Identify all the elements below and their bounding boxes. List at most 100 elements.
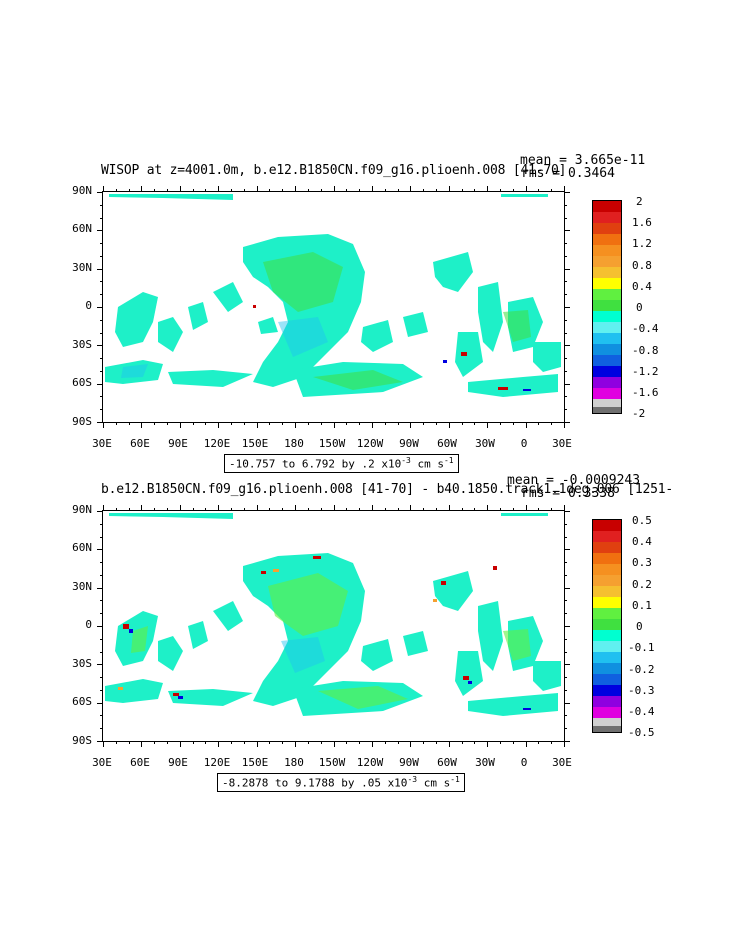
rms-label: rms = 0.3338 bbox=[521, 486, 615, 501]
axis-tick bbox=[100, 294, 103, 296]
range-units-exponent: -1 bbox=[450, 775, 460, 784]
colorbar-swatch bbox=[593, 553, 621, 564]
axis-tick bbox=[141, 505, 143, 511]
axis-tick bbox=[538, 189, 540, 192]
lat-label: 90S bbox=[72, 734, 92, 747]
colorbar-swatch bbox=[593, 289, 621, 300]
axis-tick bbox=[97, 741, 103, 742]
axis-tick bbox=[551, 508, 553, 511]
axis-tick bbox=[564, 422, 570, 423]
colorbar-label: -0.1 bbox=[628, 641, 655, 654]
axis-tick bbox=[512, 189, 514, 192]
mean-label: mean = -0.0009243 bbox=[507, 473, 641, 488]
axis-tick bbox=[231, 189, 233, 192]
axis-tick bbox=[100, 728, 103, 730]
axis-tick bbox=[474, 741, 476, 744]
axis-tick bbox=[564, 383, 570, 385]
axis-tick bbox=[154, 422, 156, 425]
axis-tick bbox=[448, 186, 450, 192]
axis-tick bbox=[359, 741, 361, 744]
colorbar-label: -0.8 bbox=[632, 344, 659, 357]
axis-tick bbox=[474, 508, 476, 511]
colorbar-label: 1.2 bbox=[632, 237, 652, 250]
axis-tick bbox=[564, 307, 570, 308]
axis-tick bbox=[243, 741, 245, 744]
axis-tick bbox=[525, 186, 527, 192]
colorbar-label: 0.2 bbox=[632, 578, 652, 591]
axis-tick bbox=[564, 217, 567, 219]
colorbar-swatch bbox=[593, 619, 621, 630]
axis-tick bbox=[564, 523, 567, 525]
colorbar-label: -0.4 bbox=[628, 705, 655, 718]
colorbar-swatch bbox=[593, 256, 621, 267]
axis-tick bbox=[100, 536, 103, 538]
axis-tick bbox=[256, 422, 258, 428]
colorbar-swatch bbox=[593, 300, 621, 311]
contour-range-box: -10.757 to 6.792 by .2 x10-3 cm s-1 bbox=[224, 454, 459, 473]
colorbar-swatch bbox=[593, 388, 621, 399]
axis-tick bbox=[333, 505, 335, 511]
lon-label: 30E bbox=[552, 756, 572, 769]
colorbar-label: 0.1 bbox=[632, 599, 652, 612]
colorbar-label: -0.4 bbox=[632, 322, 659, 335]
axis-tick bbox=[564, 192, 570, 193]
axis-tick bbox=[564, 664, 570, 666]
axis-tick bbox=[410, 741, 412, 747]
axis-tick bbox=[487, 422, 489, 428]
colorbar-swatch bbox=[593, 674, 621, 685]
colorbar-swatch bbox=[593, 707, 621, 718]
axis-tick bbox=[231, 422, 233, 425]
colorbar-swatch bbox=[593, 311, 621, 322]
lat-label: 0 bbox=[85, 299, 92, 312]
lon-label: 0 bbox=[520, 756, 528, 769]
axis-tick bbox=[128, 508, 130, 511]
map-field bbox=[105, 513, 561, 716]
axis-tick bbox=[320, 508, 322, 511]
axis-tick bbox=[192, 189, 194, 192]
axis-tick bbox=[100, 523, 103, 525]
lon-label: 150W bbox=[318, 437, 346, 450]
axis-tick bbox=[423, 508, 425, 511]
axis-tick bbox=[100, 574, 103, 576]
lat-label: 60N bbox=[72, 222, 92, 235]
axis-tick bbox=[564, 243, 567, 245]
axis-tick bbox=[205, 508, 207, 511]
axis-tick bbox=[218, 422, 220, 428]
axis-tick bbox=[564, 294, 567, 296]
axis-tick bbox=[346, 508, 348, 511]
axis-tick bbox=[97, 587, 103, 589]
colorbar-swatch bbox=[593, 663, 621, 674]
axis-tick bbox=[100, 689, 103, 691]
lat-label: 30S bbox=[72, 338, 92, 351]
axis-tick bbox=[154, 189, 156, 192]
axis-tick bbox=[115, 189, 117, 192]
colorbar-swatch bbox=[593, 520, 621, 531]
axis-tick bbox=[487, 186, 489, 192]
axis-tick bbox=[269, 741, 271, 744]
axis-tick bbox=[435, 508, 437, 511]
colorbar-swatch bbox=[593, 685, 621, 696]
axis-tick bbox=[564, 396, 567, 398]
axis-tick bbox=[97, 702, 103, 704]
lon-label: 90W bbox=[399, 756, 419, 769]
axis-tick bbox=[97, 307, 103, 308]
range-exponent: -3 bbox=[407, 775, 418, 784]
axis-tick bbox=[564, 422, 565, 428]
colorbar-swatch bbox=[593, 597, 621, 608]
colorbar bbox=[592, 200, 622, 414]
axis-tick bbox=[564, 741, 565, 747]
axis-tick bbox=[100, 370, 103, 372]
axis-tick bbox=[205, 422, 207, 425]
axis-tick bbox=[564, 728, 567, 730]
axis-tick bbox=[100, 319, 103, 321]
colorbar-swatch bbox=[593, 377, 621, 388]
axis-tick bbox=[448, 422, 450, 428]
axis-tick bbox=[564, 677, 567, 679]
axis-tick bbox=[346, 422, 348, 425]
colorbar-label: 0.3 bbox=[632, 556, 652, 569]
axis-tick bbox=[551, 741, 553, 744]
axis-tick bbox=[384, 189, 386, 192]
lon-label: 150E bbox=[241, 437, 269, 450]
axis-tick bbox=[564, 638, 567, 640]
range-text: -10.757 to 6.792 by .2 x10 bbox=[229, 457, 402, 471]
